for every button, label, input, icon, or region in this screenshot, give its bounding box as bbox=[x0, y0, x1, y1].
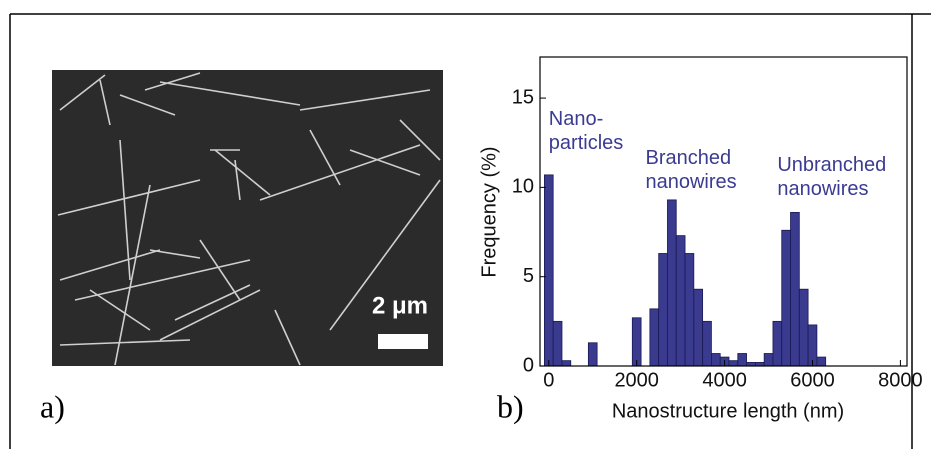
bar bbox=[702, 320, 712, 367]
bar bbox=[807, 324, 818, 367]
bar bbox=[790, 211, 800, 367]
x-tick-label: 0 bbox=[543, 369, 554, 391]
x-tick-label: 2000 bbox=[614, 369, 659, 391]
y-tick-label: 0 bbox=[523, 354, 534, 376]
bar bbox=[684, 253, 695, 367]
histogram: 0 5 10 15 0 2000 4000 6000 8000 Nanostructure len… bbox=[478, 56, 923, 422]
panel-label: a) bbox=[40, 388, 65, 424]
micrograph: 2 μm bbox=[52, 70, 443, 366]
y-tick-label: 5 bbox=[523, 265, 534, 287]
annotation: Branched bbox=[645, 147, 731, 169]
x-tick-label: 6000 bbox=[790, 369, 835, 391]
bar bbox=[649, 308, 660, 367]
bar bbox=[816, 356, 827, 367]
bar bbox=[658, 253, 668, 367]
annotation: particles bbox=[549, 132, 623, 154]
bar bbox=[781, 229, 791, 367]
x-tick-label: 8000 bbox=[878, 369, 923, 391]
bar bbox=[587, 342, 598, 367]
bar bbox=[711, 353, 721, 367]
bar bbox=[561, 360, 572, 367]
bar bbox=[737, 353, 747, 367]
bar bbox=[543, 174, 554, 367]
bar bbox=[728, 360, 739, 367]
bar bbox=[552, 320, 563, 367]
bar bbox=[763, 353, 774, 367]
panel-label: b) bbox=[497, 388, 524, 424]
y-axis-label: Frequency (%) bbox=[478, 146, 500, 277]
annotation: Unbranched bbox=[777, 154, 886, 176]
bar bbox=[772, 320, 783, 367]
bar bbox=[631, 317, 642, 367]
annotation: nanowires bbox=[645, 171, 736, 193]
bar bbox=[675, 235, 686, 367]
bar bbox=[667, 199, 677, 367]
plot-frame bbox=[539, 56, 908, 367]
bar bbox=[798, 288, 809, 367]
scale-bar-label: 2 μm bbox=[372, 292, 428, 319]
x-tick-label: 4000 bbox=[702, 369, 747, 391]
annotation: Nano- bbox=[549, 108, 603, 130]
y-tick-label: 10 bbox=[512, 176, 534, 198]
x-axis-label: Nanostructure length (nm) bbox=[612, 400, 844, 422]
bar bbox=[693, 288, 704, 367]
y-tick-label: 15 bbox=[512, 86, 534, 108]
annotation: nanowires bbox=[777, 178, 868, 200]
